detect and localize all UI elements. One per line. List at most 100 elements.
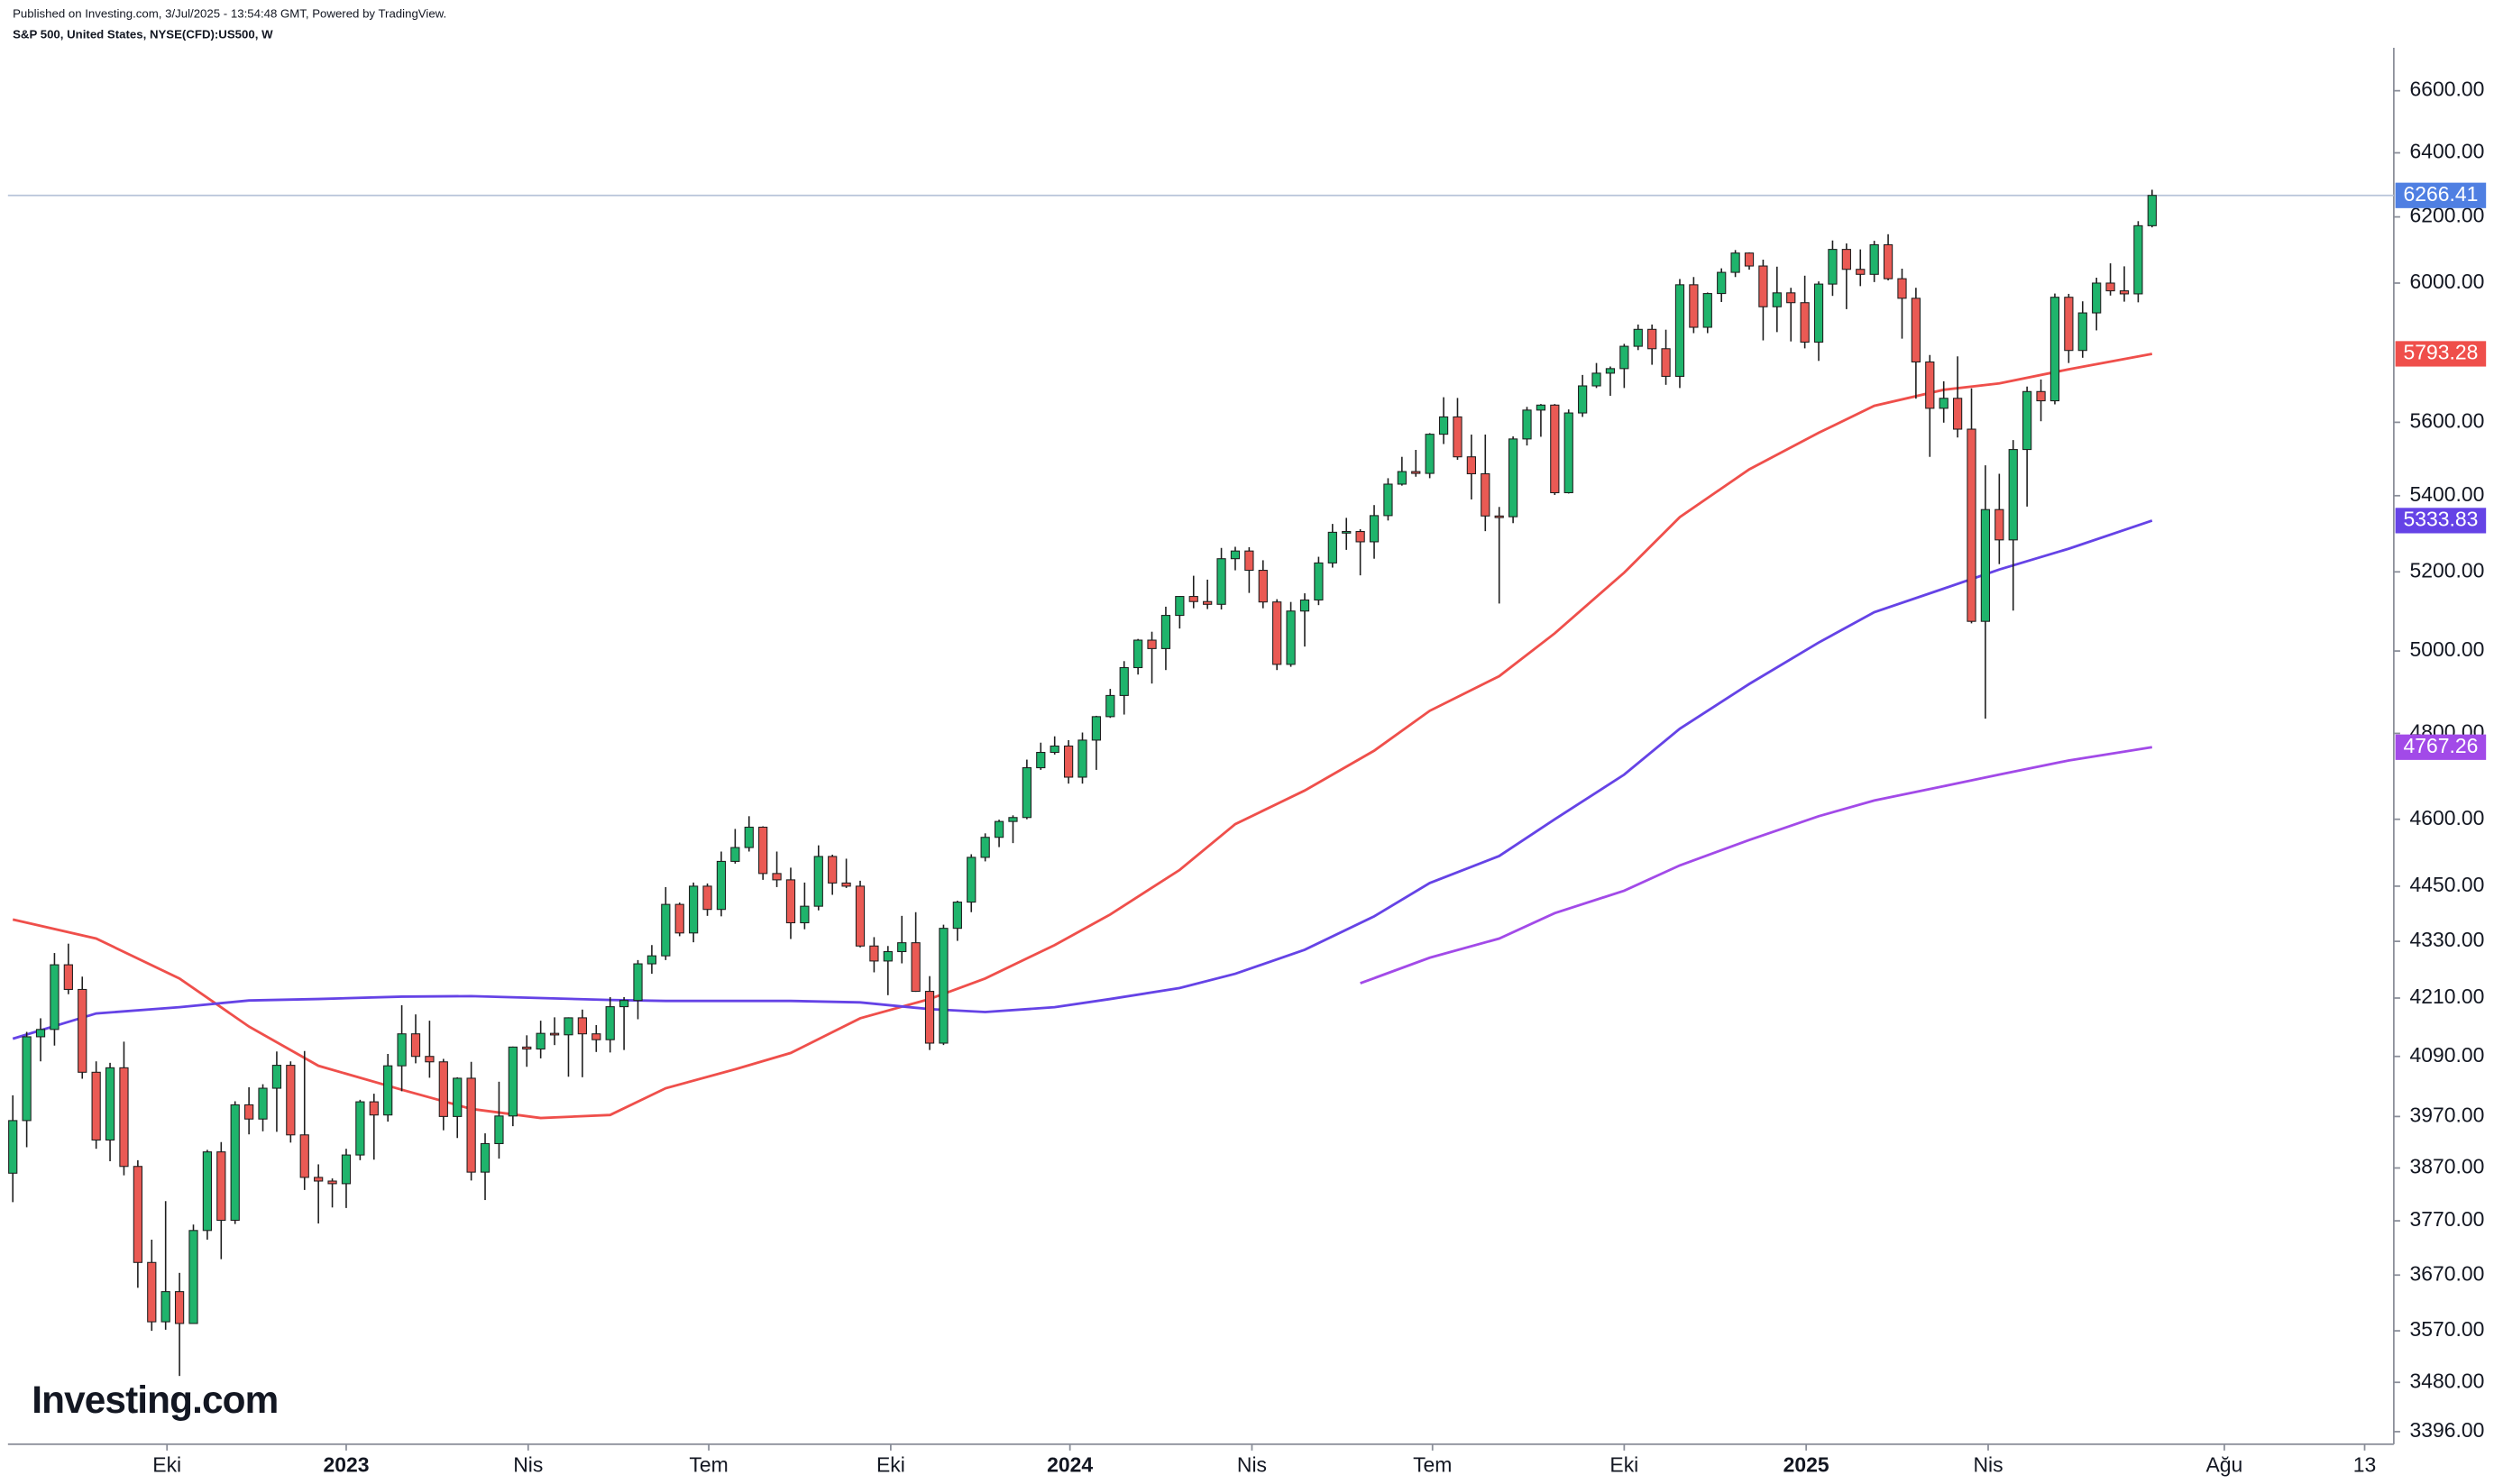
- candle-body: [369, 1101, 379, 1116]
- value-tag-box: [2395, 508, 2487, 534]
- candle-body: [591, 1033, 601, 1040]
- candle-body: [661, 903, 671, 957]
- value-tag: 6266.41: [2403, 182, 2478, 206]
- candle-body: [1077, 739, 1087, 778]
- y-tick-label: 5200.00: [2410, 558, 2485, 582]
- candle-body: [536, 1032, 546, 1050]
- candle-body: [8, 1120, 18, 1174]
- candle-body: [1036, 751, 1046, 769]
- candle-body: [1967, 428, 1976, 622]
- candle-body: [1897, 278, 1907, 299]
- candle-body: [1717, 271, 1727, 295]
- candle-body: [646, 955, 657, 965]
- candle-body: [1911, 298, 1921, 362]
- moving-average-line: [12, 519, 2153, 1040]
- candle-body: [1342, 531, 1352, 534]
- candle-body: [1160, 615, 1171, 649]
- y-tick-label: 3570.00: [2410, 1317, 2485, 1341]
- candle-body: [1105, 694, 1115, 718]
- chart-title: S&P 500, United States, NYSE(CFD):US500,…: [13, 27, 273, 41]
- candle-body: [1633, 328, 1643, 347]
- candle-body: [2077, 312, 2087, 352]
- x-tick-label: 2025: [1783, 1453, 1829, 1477]
- published-note: Published on Investing.com, 3/Jul/2025 -…: [13, 6, 446, 20]
- candle-body: [1730, 252, 1740, 273]
- value-tag: 5793.28: [2403, 341, 2478, 364]
- candle-body: [2105, 282, 2115, 292]
- x-tick-label: Tem: [1413, 1453, 1452, 1477]
- value-tag: 4767.26: [2403, 734, 2478, 757]
- candle-body: [813, 856, 823, 907]
- candle-body: [1188, 596, 1198, 602]
- candle-body: [1299, 599, 1310, 612]
- candle-body: [1883, 243, 1893, 279]
- moving-average-line: [1360, 746, 2153, 985]
- candle-body: [883, 950, 893, 962]
- candle-body: [897, 942, 907, 953]
- candle-body: [605, 1006, 615, 1040]
- candle-body: [2064, 297, 2074, 352]
- candle-body: [174, 1291, 185, 1324]
- candle-body: [2133, 224, 2143, 295]
- candle-body: [772, 873, 782, 881]
- x-tick-label: Eki: [876, 1453, 905, 1477]
- x-tick-label: Eki: [1609, 1453, 1638, 1477]
- candle-body: [1425, 434, 1435, 474]
- candle-body: [1994, 508, 2004, 541]
- candle-body: [50, 964, 60, 1031]
- candle-body: [758, 826, 768, 875]
- candle-body: [674, 903, 684, 934]
- candle-body: [1702, 293, 1712, 328]
- x-tick-label: Nis: [1973, 1453, 2003, 1477]
- value-tag-box: [2395, 341, 2487, 367]
- candle-body: [1758, 265, 1768, 307]
- candle-body: [2008, 449, 2018, 541]
- candle-body: [1952, 398, 1963, 430]
- candle-body: [1591, 372, 1601, 387]
- candle-body: [1522, 409, 1532, 440]
- candle-body: [466, 1077, 476, 1173]
- candle-body: [286, 1065, 296, 1136]
- candle-body: [1258, 570, 1268, 603]
- candle-body: [1050, 745, 1059, 754]
- candle-body: [147, 1261, 157, 1323]
- candle-body: [2036, 390, 2046, 402]
- candle-body: [2119, 290, 2130, 295]
- candle-body: [716, 860, 727, 911]
- y-tick-label: 5400.00: [2410, 482, 2485, 506]
- candle-body: [924, 991, 935, 1044]
- candle-body: [730, 847, 740, 862]
- candle-body: [160, 1291, 170, 1323]
- candle-body: [1272, 601, 1282, 665]
- x-tick-label: Ağu: [2206, 1453, 2243, 1477]
- candle-body: [1828, 249, 1838, 285]
- candle-body: [63, 964, 73, 990]
- candle-body: [258, 1087, 268, 1120]
- candle-body: [785, 879, 796, 924]
- candle-body: [1355, 531, 1365, 543]
- candle-body: [1230, 550, 1241, 560]
- candle-body: [633, 963, 643, 1002]
- candle-body: [1786, 292, 1796, 304]
- candle-body: [299, 1134, 309, 1178]
- y-tick-label: 4330.00: [2410, 928, 2485, 951]
- candle-body: [1550, 404, 1560, 494]
- candle-body: [1147, 639, 1157, 649]
- candle-body: [689, 885, 699, 934]
- candle-body: [1119, 666, 1129, 696]
- candle-body: [828, 856, 838, 884]
- candle-body: [967, 857, 977, 903]
- x-tick-label: Tem: [689, 1453, 728, 1477]
- candle-body: [1578, 385, 1588, 414]
- y-tick-label: 3480.00: [2410, 1369, 2485, 1392]
- candle-body: [549, 1032, 560, 1036]
- y-tick-label: 6400.00: [2410, 140, 2485, 163]
- candle-body: [1314, 562, 1324, 601]
- candle-body: [1063, 745, 1074, 778]
- candle-body: [202, 1151, 213, 1232]
- candle-body: [1203, 600, 1213, 605]
- candle-body: [1980, 508, 1991, 622]
- candle-body: [438, 1061, 448, 1117]
